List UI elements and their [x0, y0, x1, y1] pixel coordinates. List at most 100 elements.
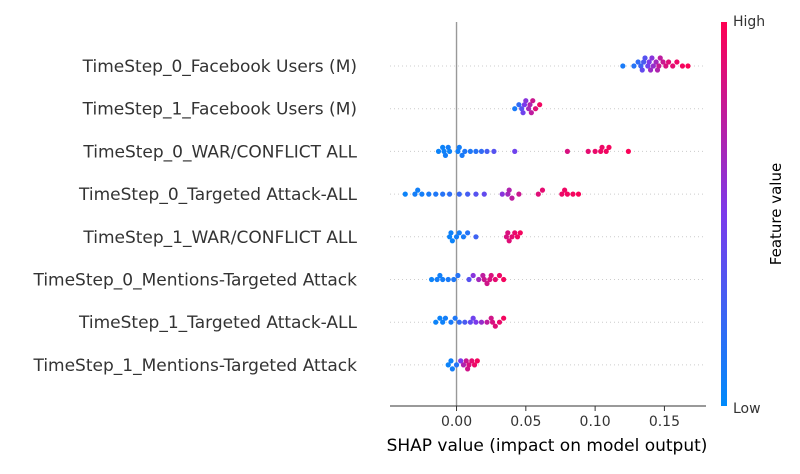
shap-point	[532, 106, 539, 112]
shap-point	[519, 106, 525, 112]
shap-point	[478, 148, 485, 154]
shap-point	[520, 110, 526, 116]
shap-point	[426, 191, 432, 197]
x-tick-label: 0.00	[441, 414, 472, 430]
shap-point	[466, 362, 472, 368]
shap-point	[679, 63, 686, 69]
shap-point	[521, 102, 528, 108]
shap-point	[455, 148, 461, 154]
shap-point	[663, 63, 669, 69]
shap-point	[465, 366, 471, 372]
shap-point	[402, 191, 408, 197]
shap-point	[631, 63, 637, 69]
shap-point	[620, 63, 626, 69]
colorbar-high-label: High	[733, 14, 765, 30]
shap-point	[419, 191, 425, 197]
feature-label: TimeStep_1_Mentions-Targeted Attack	[32, 356, 357, 376]
feature-label: TimeStep_1_WAR/CONFLICT ALL	[82, 228, 357, 248]
shap-point	[657, 55, 663, 61]
row-guide-lines	[390, 65, 706, 366]
shap-point	[467, 148, 473, 154]
shap-point	[466, 276, 472, 283]
shap-point	[449, 238, 455, 244]
shap-point	[530, 98, 536, 104]
shap-point	[462, 148, 468, 154]
shap-point	[435, 148, 442, 154]
shap-point	[448, 358, 454, 364]
shap-point	[455, 272, 461, 279]
feature-label: TimeStep_0_Targeted Attack-ALL	[78, 185, 358, 205]
feature-label: TimeStep_0_Facebook Users (M)	[82, 57, 357, 77]
shap-point	[654, 67, 661, 73]
shap-point	[647, 67, 654, 73]
shap-point	[473, 148, 479, 154]
shap-point	[465, 191, 471, 197]
shap-point	[509, 234, 515, 240]
shap-point	[473, 234, 479, 240]
shap-point	[670, 63, 676, 69]
shap-point	[433, 191, 439, 197]
shap-point	[459, 152, 465, 158]
shap-point	[660, 59, 666, 65]
shap-point	[575, 191, 582, 197]
shap-point	[442, 152, 449, 158]
shap-point	[641, 59, 647, 65]
shap-point	[456, 144, 462, 150]
shap-point	[535, 191, 541, 197]
feature-label: TimeStep_0_WAR/CONFLICT ALL	[82, 142, 357, 162]
shap-point	[465, 230, 471, 236]
shap-point	[458, 358, 464, 364]
shap-point	[453, 234, 460, 240]
shap-point	[505, 191, 511, 197]
colorbar-title: Feature value	[767, 163, 785, 265]
shap-point	[460, 234, 467, 240]
shap-point	[517, 230, 523, 236]
shap-point	[473, 319, 479, 325]
shap-point	[447, 148, 453, 154]
shap-point	[481, 276, 487, 283]
shap-point	[512, 106, 518, 112]
shap-point	[445, 276, 451, 283]
feature-label: TimeStep_0_Mentions-Targeted Attack	[32, 271, 357, 291]
shap-point	[478, 319, 485, 325]
shap-point	[649, 55, 655, 61]
shap-points	[402, 55, 691, 372]
shap-point	[492, 276, 498, 283]
shap-point	[496, 272, 503, 279]
shap-point	[462, 319, 468, 325]
shap-point	[481, 191, 487, 197]
shap-point	[415, 187, 421, 193]
shap-point	[428, 276, 435, 283]
feature-label: TimeStep_1_Facebook Users (M)	[82, 100, 357, 120]
shap-point	[539, 187, 546, 193]
shap-point	[471, 362, 478, 368]
colorbar: High Low Feature value	[721, 14, 785, 417]
shap-point	[440, 144, 446, 150]
x-ticks: 0.00 0.05 0.10 0.15	[441, 406, 680, 430]
shap-point	[665, 59, 672, 65]
shap-point	[528, 110, 534, 116]
shap-point	[599, 144, 605, 150]
shap-point	[488, 272, 494, 279]
shap-point	[484, 148, 490, 154]
shap-point	[449, 366, 455, 372]
shap-point	[512, 148, 518, 154]
x-axis: 0.00 0.05 0.10 0.15	[390, 405, 706, 430]
shap-point	[445, 144, 451, 150]
shap-point	[562, 187, 568, 193]
shap-point	[440, 276, 446, 283]
shap-point	[512, 230, 518, 236]
shap-point	[451, 276, 457, 283]
shap-point	[437, 315, 443, 321]
shap-point	[473, 191, 479, 197]
shap-point	[434, 276, 440, 283]
shap-point	[470, 315, 476, 321]
shap-point	[638, 63, 644, 69]
shap-point	[445, 362, 451, 368]
shap-point	[456, 191, 462, 197]
shap-point	[448, 230, 454, 236]
shap-point	[505, 230, 511, 236]
x-tick-label: 0.05	[510, 414, 541, 430]
x-tick-label: 0.10	[580, 414, 611, 430]
shap-point	[412, 191, 418, 197]
